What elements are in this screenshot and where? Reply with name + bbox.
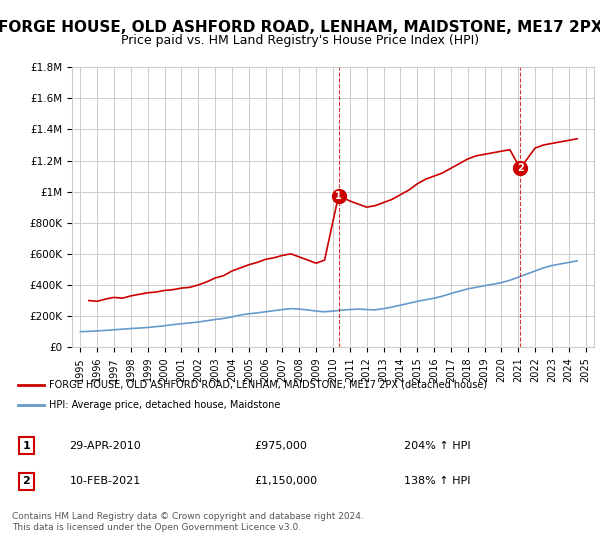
Text: £1,150,000: £1,150,000 (254, 476, 317, 486)
Text: Contains HM Land Registry data © Crown copyright and database right 2024.
This d: Contains HM Land Registry data © Crown c… (12, 512, 364, 532)
Text: 2: 2 (23, 476, 30, 486)
Text: 204% ↑ HPI: 204% ↑ HPI (404, 441, 470, 451)
Text: FORGE HOUSE, OLD ASHFORD ROAD, LENHAM, MAIDSTONE, ME17 2PX (detached house): FORGE HOUSE, OLD ASHFORD ROAD, LENHAM, M… (49, 380, 488, 390)
Text: HPI: Average price, detached house, Maidstone: HPI: Average price, detached house, Maid… (49, 400, 281, 410)
Text: 1: 1 (335, 190, 342, 200)
Text: 1: 1 (23, 441, 30, 451)
Text: £975,000: £975,000 (254, 441, 307, 451)
Text: 10-FEB-2021: 10-FEB-2021 (70, 476, 141, 486)
Text: 29-APR-2010: 29-APR-2010 (70, 441, 142, 451)
Text: Price paid vs. HM Land Registry's House Price Index (HPI): Price paid vs. HM Land Registry's House … (121, 34, 479, 46)
Text: FORGE HOUSE, OLD ASHFORD ROAD, LENHAM, MAIDSTONE, ME17 2PX: FORGE HOUSE, OLD ASHFORD ROAD, LENHAM, M… (0, 20, 600, 35)
Text: 2: 2 (517, 164, 524, 173)
Text: 138% ↑ HPI: 138% ↑ HPI (404, 476, 470, 486)
